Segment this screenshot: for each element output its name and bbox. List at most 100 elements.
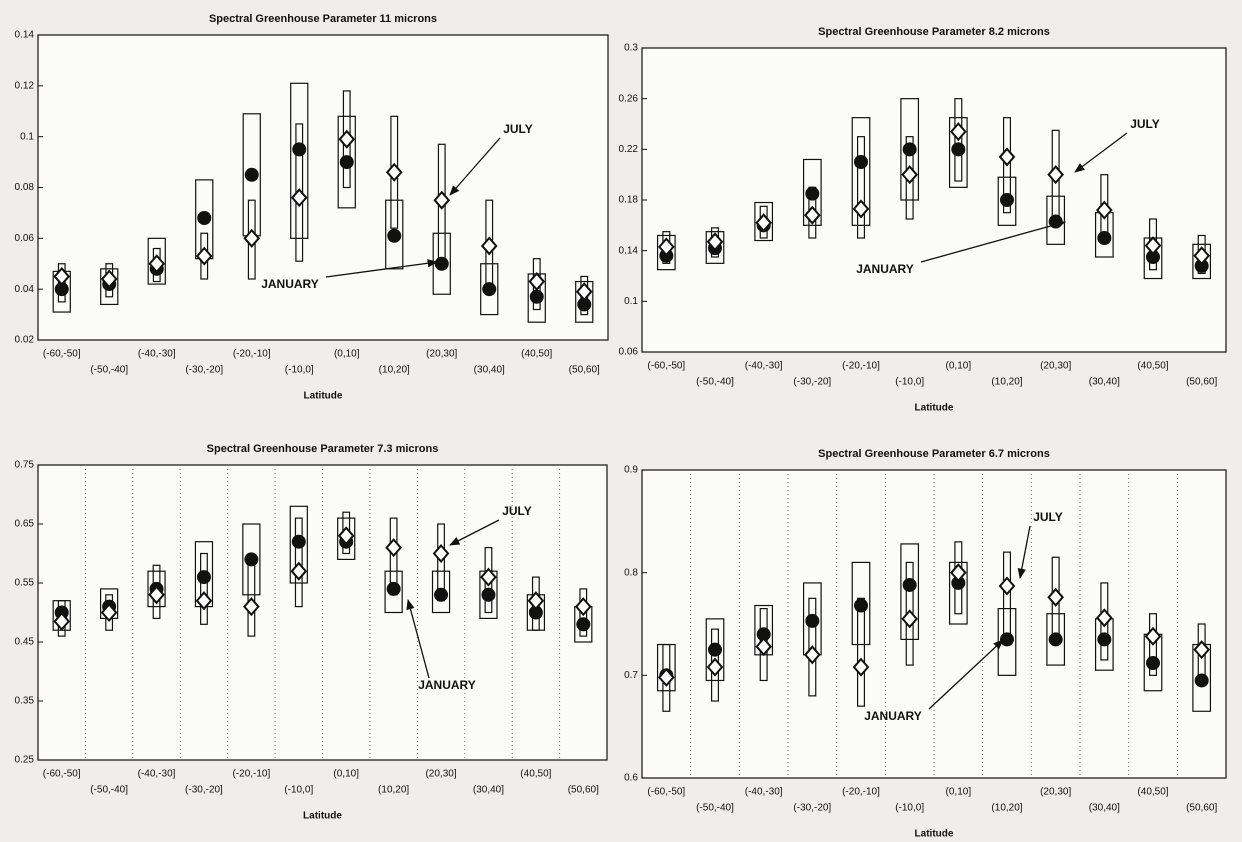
x-tick-label: (30,40]	[1089, 377, 1120, 388]
x-tick-label: (20,30]	[425, 769, 456, 780]
mean-marker	[386, 581, 401, 596]
annotation: JANUARY	[261, 277, 319, 291]
mean-marker	[658, 237, 675, 257]
annotation-arrow	[449, 137, 501, 196]
range-box	[948, 561, 968, 625]
x-tick-label: (-60,-50]	[647, 361, 685, 372]
mean-marker	[480, 567, 497, 587]
range-box	[480, 263, 499, 316]
annotation-arrow	[406, 598, 430, 679]
x-tick-label: (10,20]	[991, 803, 1022, 814]
range-box	[1002, 117, 1012, 214]
x-axis-label: Latitude	[304, 391, 343, 402]
plot-area	[641, 469, 1227, 779]
mean-marker	[706, 232, 724, 252]
x-tick-label: (-50,-40]	[90, 365, 128, 376]
mean-marker	[243, 597, 260, 617]
x-tick-label: (20,30]	[1040, 787, 1071, 798]
mean-marker	[197, 211, 212, 225]
mean-marker	[53, 611, 71, 631]
range-box	[579, 588, 588, 637]
y-tick-label: 0.3	[624, 43, 638, 54]
x-tick-label: (40,50]	[521, 349, 552, 360]
mean-marker	[385, 538, 402, 558]
mean-marker	[528, 272, 546, 292]
x-tick-label: (30,40]	[474, 365, 505, 376]
range-box	[385, 199, 404, 270]
y-tick-label: 0.35	[15, 696, 35, 707]
mean-marker	[804, 205, 821, 225]
mean-marker	[290, 561, 308, 581]
x-tick-label: (10,20]	[378, 785, 409, 796]
mean-marker	[1000, 193, 1014, 207]
mean-marker	[100, 602, 118, 623]
annotation: JANUARY	[856, 262, 914, 276]
x-tick-label: (-40,-30]	[138, 769, 176, 780]
y-tick-label: 0.22	[619, 144, 639, 155]
mean-marker	[196, 570, 211, 585]
range-box	[147, 237, 166, 285]
x-tick-label: (-50,-40]	[696, 377, 734, 388]
x-tick-label: (-40,-30]	[138, 349, 176, 360]
range-box	[100, 268, 119, 306]
mean-marker	[387, 228, 402, 243]
x-tick-label: (-30,-20]	[793, 803, 831, 814]
x-tick-label: (-20,-10]	[842, 787, 880, 798]
annotation: JULY	[502, 504, 532, 518]
annotation-arrow	[920, 220, 1067, 263]
mean-marker	[805, 613, 820, 628]
y-tick-label: 0.6	[624, 773, 638, 784]
mean-marker	[577, 297, 592, 312]
mean-marker	[1048, 632, 1063, 647]
mean-marker	[852, 199, 870, 219]
mean-marker	[292, 142, 307, 157]
x-tick-label: (-60,-50]	[43, 769, 81, 780]
x-axis-label: Latitude	[915, 829, 954, 840]
y-tick-label: 0.45	[15, 637, 35, 648]
x-tick-label: (-30,-20]	[793, 377, 831, 388]
mean-marker	[243, 228, 261, 248]
mean-marker	[1193, 640, 1210, 660]
mean-marker	[432, 543, 450, 564]
mean-marker	[434, 587, 449, 602]
mean-marker	[1096, 608, 1113, 628]
mean-marker	[706, 657, 724, 677]
x-tick-label: (-10,0]	[284, 785, 313, 796]
mean-marker	[482, 282, 497, 297]
range-box	[754, 201, 774, 242]
mean-marker	[575, 282, 593, 302]
mean-marker	[244, 552, 259, 567]
range-box	[57, 263, 66, 303]
mean-marker	[481, 587, 496, 602]
y-tick-label: 0.25	[15, 755, 35, 766]
x-tick-label: (50,60]	[568, 785, 599, 796]
x-axis-label: Latitude	[303, 811, 342, 822]
x-axis-label: Latitude	[915, 403, 954, 414]
mean-marker	[337, 526, 355, 546]
mean-marker	[1144, 626, 1162, 646]
mean-marker	[53, 266, 71, 286]
mean-marker	[433, 190, 451, 210]
y-tick-label: 0.8	[624, 567, 638, 578]
range-box	[856, 136, 866, 239]
plot-area	[37, 34, 609, 341]
mean-marker	[1047, 587, 1064, 607]
annotation-arrow	[325, 259, 439, 278]
x-tick-label: (-60,-50]	[43, 349, 81, 360]
annotation-arrow	[1074, 132, 1128, 173]
range-box	[242, 523, 261, 596]
mean-marker	[1146, 250, 1160, 264]
x-tick-label: (-20,-10]	[232, 769, 270, 780]
x-tick-label: (0,10]	[946, 787, 972, 798]
y-tick-label: 0.18	[619, 195, 639, 206]
mean-marker	[755, 637, 772, 657]
x-tick-label: (40,50]	[520, 769, 551, 780]
mean-marker	[291, 534, 306, 549]
mean-marker	[1194, 258, 1209, 273]
mean-marker	[950, 563, 967, 583]
mean-marker	[480, 236, 498, 256]
y-tick-label: 0.75	[15, 460, 35, 471]
range-box	[808, 597, 817, 697]
chart-title: Spectral Greenhouse Parameter 6.7 micron…	[818, 448, 1050, 460]
